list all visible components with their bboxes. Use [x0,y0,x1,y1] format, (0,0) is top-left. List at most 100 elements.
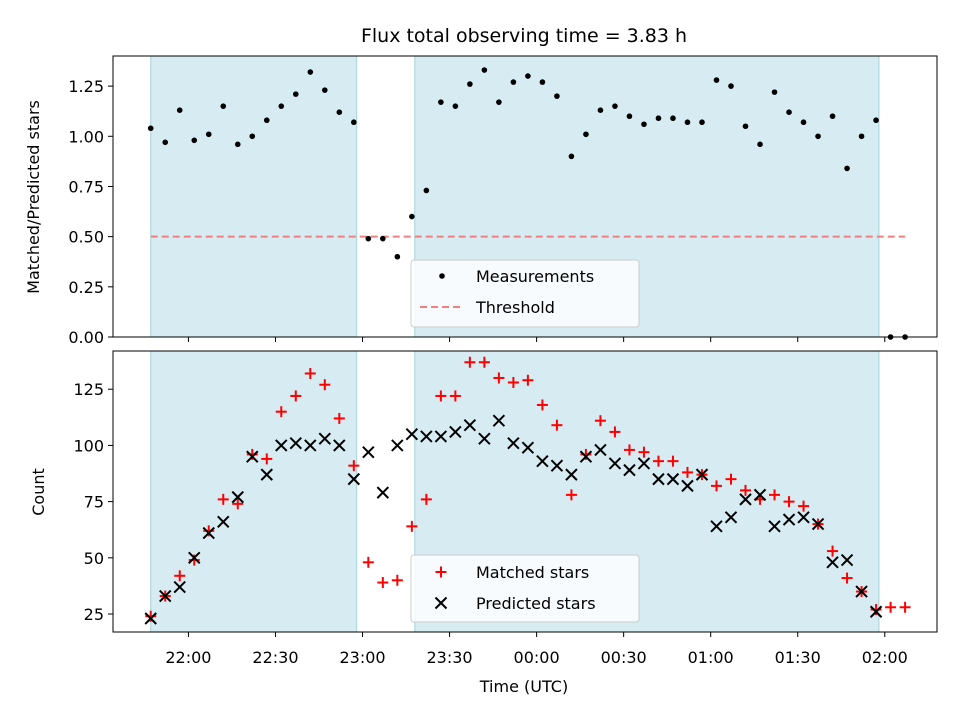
predicted-star-point [362,445,375,459]
top-y-tick-label: 1.25 [68,77,104,96]
matched-star-point [203,525,215,537]
predicted-star-point-b [246,450,259,463]
predicted-star-point [623,463,636,477]
measurement-point [583,131,589,138]
matched-star-point [710,480,722,492]
measurement-point [757,141,763,148]
measurement-point [147,125,154,132]
predicted-star-point-b [217,515,230,529]
predicted-star-point [420,430,433,443]
predicted-star-point-b [362,445,375,459]
measurement-point [336,109,343,115]
bottom-y-axis-label: Count [29,468,48,516]
measurement-point [815,133,821,140]
predicted-star-point-b [289,436,302,450]
predicted-star-point-b [478,432,491,445]
matched-star-point [493,372,505,384]
legend-predicted-label: Predicted stars [476,594,596,613]
matched-star-point [232,498,244,510]
predicted-star-point [869,605,883,618]
top-y-tick-label: 0.25 [68,278,104,297]
top-y-axis-label: Matched/Predicted stars [24,100,43,294]
predicted-star-point-b [710,520,723,533]
x-tick-label: 00:30 [601,648,647,667]
measurement-point [713,77,720,83]
matched-star-point [507,376,519,388]
predicted-star-point [826,556,839,569]
matched-star-point [565,489,577,501]
measurement-point [307,69,314,75]
predicted-star-point-b [623,463,636,477]
top-legend: Measurements Threshold [410,259,640,328]
measurement-point [423,187,430,194]
predicted-star-point-b [797,511,810,524]
matched-star-point [188,554,200,566]
matched-star-point [377,577,389,589]
measurement-point [699,119,705,126]
measurement-point [858,133,865,140]
matched-star-point [522,374,534,386]
predicted-star-point-b [434,430,448,443]
predicted-star-point-b [449,425,462,439]
predicted-star-point [246,450,259,463]
matched-star-point [536,399,548,411]
matched-star-point [798,500,810,512]
predicted-star-point-b [608,457,622,470]
predicted-star-point [347,472,361,486]
predicted-star-point-b [724,511,738,524]
predicted-star-point [536,454,549,468]
measurement-point [191,137,198,144]
matched-star-point [594,415,606,427]
predicted-star-point [144,612,157,625]
predicted-star-point-b [159,589,172,603]
predicted-star-point [594,443,607,457]
chart-title: Flux total observing time = 3.83 h [361,25,687,47]
matched-star-point [391,574,403,586]
predicted-star-point [449,425,462,439]
matched-star-point [174,570,186,582]
predicted-star-point-b [347,472,361,486]
top-y-tick-label: 1.00 [68,127,104,146]
predicted-star-point [652,472,665,486]
x-tick-label: 22:00 [165,648,211,667]
measurement-point [496,99,502,105]
predicted-star-point [840,553,854,567]
predicted-star-point-b [681,479,694,493]
predicted-star-point [507,436,520,450]
matched-star-point [827,545,839,557]
measurement-point [800,119,807,126]
predicted-star-point [710,520,723,533]
predicted-star-point-b [550,459,564,472]
predicted-star-point-b [333,439,346,452]
bottom-y-tick-label: 25 [84,605,104,624]
predicted-star-point [811,517,825,531]
bottom-axes: 25 50 75 100 125 22:00 22:30 23:00 23:30 00:00 00:… [73,350,938,667]
matched-star-point [464,356,476,368]
legend-threshold-label: Threshold [475,298,555,317]
measurement-point [438,99,444,105]
x-tick-label: 23:00 [339,648,385,667]
bottom-y-tick-label: 50 [84,549,104,568]
matched-star-point [783,496,795,508]
bottom-y-tick-label: 75 [84,493,104,512]
predicted-star-point-b [521,441,535,454]
predicted-star-point [478,432,491,445]
x-axis-label: Time (UTC) [479,677,568,696]
matched-star-point [725,473,737,485]
predicted-star-point-b [173,580,186,594]
matched-star-point [406,520,418,532]
predicted-star-point [217,515,230,529]
predicted-star-point [608,457,622,470]
predicted-star-point-b [507,436,520,450]
predicted-star-point [289,436,302,450]
matched-star-point [769,489,781,501]
measurement-point [234,141,241,148]
measurement-point [365,235,372,242]
measurement-point [278,103,285,109]
top-y-tick-label: 0.50 [68,228,104,247]
predicted-star-point [550,459,564,472]
predicted-star-point-b [840,553,854,567]
predicted-star-point [855,585,868,598]
predicted-star-point-b [405,427,419,441]
predicted-star-point-b [492,414,506,427]
